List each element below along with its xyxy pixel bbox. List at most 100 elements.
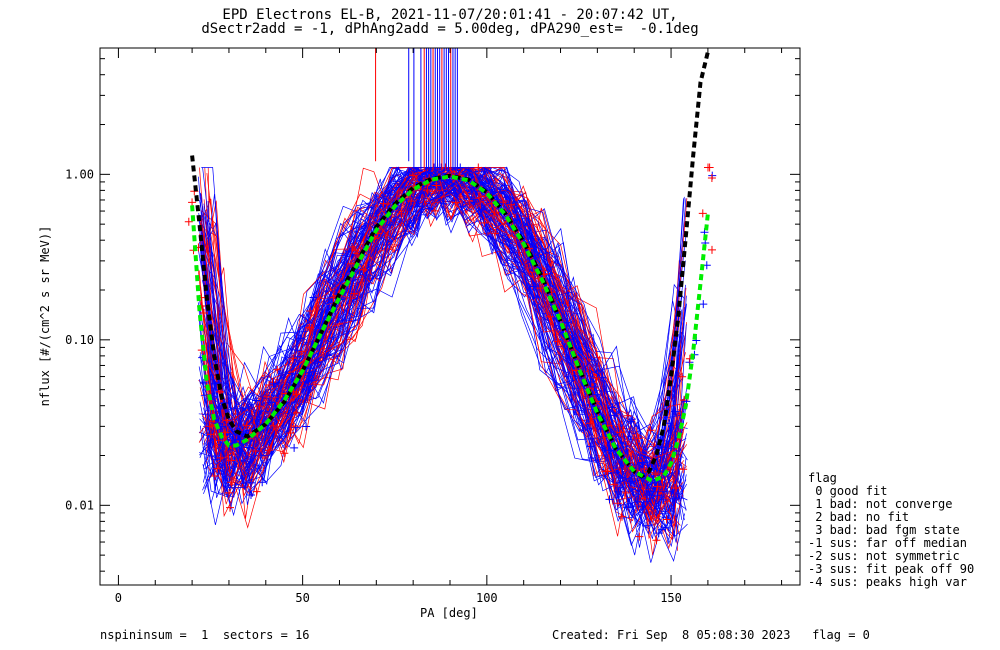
data-marker — [304, 371, 313, 380]
data-marker — [480, 166, 489, 175]
data-marker — [490, 208, 499, 217]
data-marker — [614, 487, 623, 496]
data-marker — [659, 495, 668, 504]
sweep-line — [204, 166, 680, 522]
sweep-line — [203, 167, 684, 509]
sweep-line — [205, 166, 678, 551]
data-marker — [529, 282, 538, 291]
data-marker — [598, 373, 607, 382]
data-marker — [291, 423, 300, 432]
data-marker — [586, 378, 595, 387]
data-marker — [657, 443, 666, 452]
sweep-line — [202, 166, 684, 502]
data-marker — [707, 245, 716, 254]
data-marker — [512, 216, 521, 225]
data-marker — [309, 293, 318, 302]
data-marker — [536, 284, 545, 293]
data-marker — [477, 205, 486, 214]
data-marker — [407, 197, 416, 206]
sweep-line — [199, 167, 680, 519]
data-marker — [216, 453, 225, 462]
data-marker — [306, 364, 315, 373]
data-marker — [289, 422, 298, 431]
data-marker — [210, 379, 219, 388]
data-marker — [432, 181, 441, 190]
data-marker — [465, 196, 474, 205]
data-marker — [247, 478, 256, 487]
data-marker — [199, 378, 208, 387]
data-marker — [293, 346, 302, 355]
chart-title-line-1: EPD Electrons EL-B, 2021-11-07/20:01:41 … — [222, 7, 678, 23]
data-marker — [214, 436, 223, 445]
data-marker — [385, 220, 394, 229]
data-marker — [184, 217, 193, 226]
data-marker — [634, 497, 643, 506]
data-marker — [351, 246, 360, 255]
data-marker — [613, 499, 622, 508]
data-marker — [707, 174, 716, 183]
data-marker — [634, 434, 643, 443]
data-marker — [474, 163, 483, 172]
data-marker — [657, 525, 666, 534]
x-tick-label: 150 — [660, 591, 682, 605]
data-marker — [671, 407, 680, 416]
data-marker — [616, 483, 625, 492]
data-marker — [267, 398, 276, 407]
data-marker — [268, 378, 277, 387]
data-marker — [662, 515, 671, 524]
data-marker — [491, 229, 500, 238]
data-marker — [251, 446, 260, 455]
legend-item-flag-minus-3: -3 sus: fit peak off 90 — [808, 562, 975, 576]
data-marker — [205, 422, 214, 431]
axes: 0 50 100 150 0.01 0.10 1.00 — [65, 47, 801, 605]
legend-item-flag-minus-2: -2 sus: not symmetric — [808, 549, 960, 563]
data-marker — [608, 403, 617, 412]
data-marker — [622, 503, 631, 512]
data-marker — [705, 163, 714, 172]
data-marker — [226, 503, 235, 512]
data-marker — [546, 312, 555, 321]
data-marker — [469, 195, 478, 204]
footer-created-info: Created: Fri Sep 8 05:08:30 2023 flag = … — [552, 628, 870, 642]
data-marker — [255, 402, 264, 411]
data-marker — [252, 487, 261, 496]
sweep-line — [200, 166, 679, 525]
data-marker — [651, 470, 660, 479]
data-marker — [262, 392, 271, 401]
x-tick-label: 0 — [115, 591, 122, 605]
data-marker — [206, 430, 215, 439]
x-tick-label: 100 — [476, 591, 498, 605]
data-marker — [265, 446, 274, 455]
data-marker — [245, 443, 254, 452]
data-marker — [699, 300, 708, 309]
data-marker — [533, 293, 542, 302]
sweep-line — [198, 167, 683, 527]
data-marker — [297, 334, 306, 343]
data-marker — [225, 430, 234, 439]
data-marker — [350, 289, 359, 298]
data-marker — [586, 419, 595, 428]
data-marker — [302, 422, 311, 431]
y-tick-label: 0.01 — [65, 498, 94, 512]
data-marker — [653, 491, 662, 500]
data-marker — [643, 491, 652, 500]
legend-title: flag — [808, 471, 837, 485]
footer-spin-info: nspininsum = 1 sectors = 16 — [100, 628, 310, 642]
data-marker — [653, 482, 662, 491]
fit-curve-green — [190, 174, 710, 484]
data-marker — [617, 512, 626, 521]
data-marker — [289, 354, 298, 363]
data-marker — [562, 318, 571, 327]
sweep-line — [206, 166, 685, 516]
data-marker — [242, 421, 251, 430]
x-axis-label: PA [deg] — [420, 606, 478, 620]
data-marker — [627, 477, 636, 486]
data-marker — [604, 446, 613, 455]
data-marker — [379, 199, 388, 208]
sweep-line — [207, 167, 683, 501]
data-marker — [592, 374, 601, 383]
data-marker — [650, 478, 659, 487]
legend-item-flag-minus-4: -4 sus: peaks high var — [808, 575, 967, 589]
data-marker — [678, 372, 687, 381]
